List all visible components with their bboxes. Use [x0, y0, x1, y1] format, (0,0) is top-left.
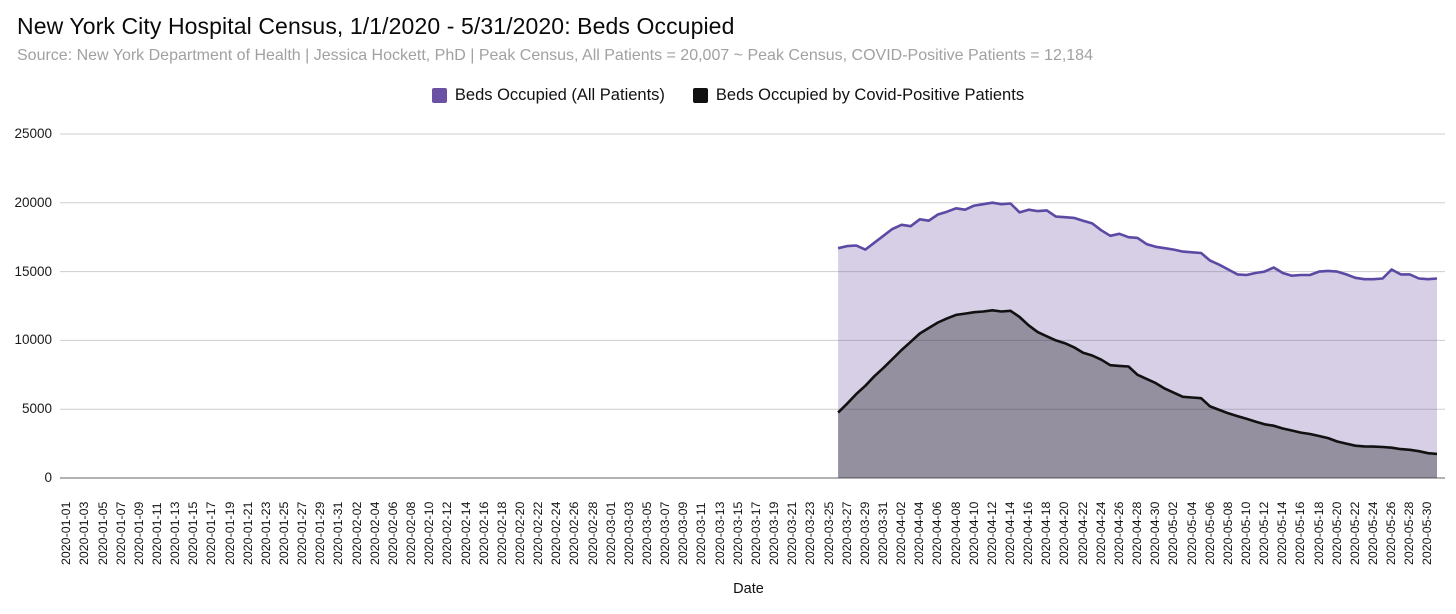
- x-tick-label: 2020-04-28: [1130, 501, 1145, 565]
- legend-item-label: Beds Occupied (All Patients): [454, 86, 665, 104]
- x-tick-label: 2020-03-19: [767, 501, 782, 565]
- x-tick-label: 2020-01-03: [77, 501, 92, 565]
- x-tick-label: 2020-01-25: [277, 501, 291, 565]
- x-tick-label: 2020-03-03: [621, 501, 636, 565]
- x-tick-label: 2020-02-04: [367, 501, 382, 565]
- area-fill-series-1: [838, 310, 1437, 478]
- x-tick-label: 2020-03-11: [694, 502, 709, 565]
- x-tick-label: 2020-05-12: [1257, 501, 1272, 565]
- x-tick-label: 2020-04-18: [1039, 501, 1054, 565]
- x-tick-label: 2020-03-25: [821, 501, 836, 565]
- x-tick-label: 2020-04-10: [966, 501, 981, 565]
- legend-item-label: Beds Occupied by Covid-Positive Patients: [715, 86, 1025, 104]
- x-tick-label: 2020-01-09: [131, 501, 146, 565]
- x-tick-label: 2020-05-08: [1220, 501, 1235, 565]
- x-tick-label: 2020-01-13: [168, 501, 183, 565]
- x-tick-label: 2020-02-10: [422, 501, 437, 565]
- x-tick-label: 2020-04-30: [1148, 501, 1163, 565]
- y-tick-label: 5000: [21, 401, 52, 417]
- legend-swatch-icon: [692, 88, 708, 103]
- x-tick-label: 2020-05-30: [1420, 501, 1435, 565]
- chart-source-subtitle: Source: New York Department of Health | …: [17, 47, 1093, 64]
- legend-item: Beds Occupied by Covid-Positive Patients: [692, 86, 1025, 105]
- x-tick-label: 2020-02-08: [404, 501, 419, 565]
- x-tick-label: 2020-05-28: [1402, 501, 1417, 565]
- x-tick-label: 2020-03-17: [748, 501, 763, 565]
- x-tick-label: 2020-04-20: [1057, 501, 1072, 565]
- x-tick-label: 2020-05-10: [1238, 501, 1253, 565]
- x-tick-label: 2020-03-29: [857, 501, 872, 565]
- x-tick-label: 2020-05-18: [1311, 501, 1326, 565]
- x-tick-label: 2020-01-05: [95, 501, 110, 565]
- x-tick-label: 2020-03-23: [803, 501, 818, 565]
- x-tick-label: 2020-02-18: [494, 501, 509, 565]
- page-title: New York City Hospital Census, 1/1/2020 …: [17, 13, 735, 39]
- x-tick-label: 2020-05-22: [1347, 501, 1362, 565]
- x-tick-label: 2020-01-15: [186, 501, 201, 565]
- x-tick-label: 2020-03-09: [676, 501, 691, 565]
- x-tick-label: 2020-01-11: [149, 502, 164, 565]
- x-tick-label: 2020-04-08: [948, 501, 963, 565]
- x-tick-label: 2020-05-24: [1366, 501, 1380, 565]
- legend-item: Beds Occupied (All Patients): [431, 86, 665, 105]
- x-tick-label: 2020-01-27: [295, 501, 310, 565]
- legend: Beds Occupied (All Patients) Beds Occupie…: [0, 86, 1456, 105]
- x-tick-label: 2020-05-04: [1184, 501, 1199, 565]
- x-tick-label: 2020-04-24: [1093, 501, 1108, 565]
- x-tick-label: 2020-05-20: [1329, 501, 1344, 565]
- line-series-1: [837, 308, 1438, 456]
- x-tick-label: 2020-04-14: [1003, 501, 1017, 565]
- y-tick-label: 10000: [14, 332, 52, 348]
- y-tick-label: 25000: [14, 126, 52, 141]
- x-tick-label: 2020-04-16: [1021, 501, 1036, 565]
- x-tick-label: 2020-03-07: [658, 501, 673, 565]
- x-tick-label: 2020-05-16: [1293, 501, 1308, 565]
- x-tick-label: 2020-01-17: [204, 501, 219, 565]
- x-tick-label: 2020-02-06: [385, 501, 400, 565]
- x-tick-label: 2020-01-07: [113, 501, 128, 565]
- y-tick-label: 20000: [14, 194, 52, 210]
- x-tick-label: 2020-05-02: [1166, 501, 1181, 565]
- x-tick-label: 2020-02-28: [585, 501, 600, 565]
- x-tick-label: 2020-04-04: [912, 501, 927, 565]
- x-tick-label: 2020-01-29: [313, 501, 328, 565]
- x-tick-label: 2020-02-20: [512, 501, 527, 565]
- x-tick-label: 2020-03-13: [712, 501, 727, 565]
- x-tick-label: 2020-01-01: [59, 501, 74, 565]
- x-tick-label: 2020-01-19: [222, 501, 237, 565]
- x-axis-title: Date: [733, 581, 764, 597]
- x-tick-label: 2020-03-31: [875, 501, 890, 565]
- x-tick-label: 2020-04-06: [930, 501, 945, 565]
- x-tick-label: 2020-04-26: [1111, 501, 1126, 565]
- x-tick-label: 2020-05-26: [1384, 501, 1399, 565]
- x-tick-label: 2020-02-02: [349, 501, 364, 565]
- x-tick-label: 2020-04-12: [984, 501, 999, 565]
- area-fill-series-0: [838, 202, 1437, 478]
- y-tick-label: 15000: [14, 263, 52, 279]
- x-tick-label: 2020-02-24: [549, 501, 564, 565]
- x-tick-label: 2020-05-06: [1202, 501, 1217, 565]
- x-tick-label: 2020-03-01: [603, 501, 618, 565]
- x-tick-label: 2020-01-21: [240, 501, 255, 565]
- x-tick-label: 2020-05-14: [1275, 501, 1290, 565]
- x-tick-label: 2020-01-31: [331, 501, 346, 565]
- x-tick-label: 2020-02-26: [567, 501, 582, 565]
- line-series-0: [837, 201, 1438, 281]
- x-tick-label: 2020-04-02: [894, 501, 909, 565]
- x-tick-label: 2020-03-15: [730, 501, 745, 565]
- x-tick-label: 2020-02-22: [531, 501, 546, 565]
- x-tick-label: 2020-02-16: [476, 501, 491, 565]
- x-tick-label: 2020-03-05: [640, 501, 654, 565]
- x-tick-label: 2020-04-22: [1075, 501, 1090, 565]
- x-tick-label: 2020-01-23: [258, 501, 273, 565]
- legend-swatch-icon: [431, 88, 447, 103]
- x-tick-label: 2020-03-21: [785, 501, 800, 565]
- x-tick-label: 2020-02-14: [458, 501, 473, 565]
- x-tick-label: 2020-02-12: [440, 501, 455, 565]
- x-tick-label: 2020-03-27: [839, 501, 854, 565]
- y-tick-label: 0: [44, 470, 52, 485]
